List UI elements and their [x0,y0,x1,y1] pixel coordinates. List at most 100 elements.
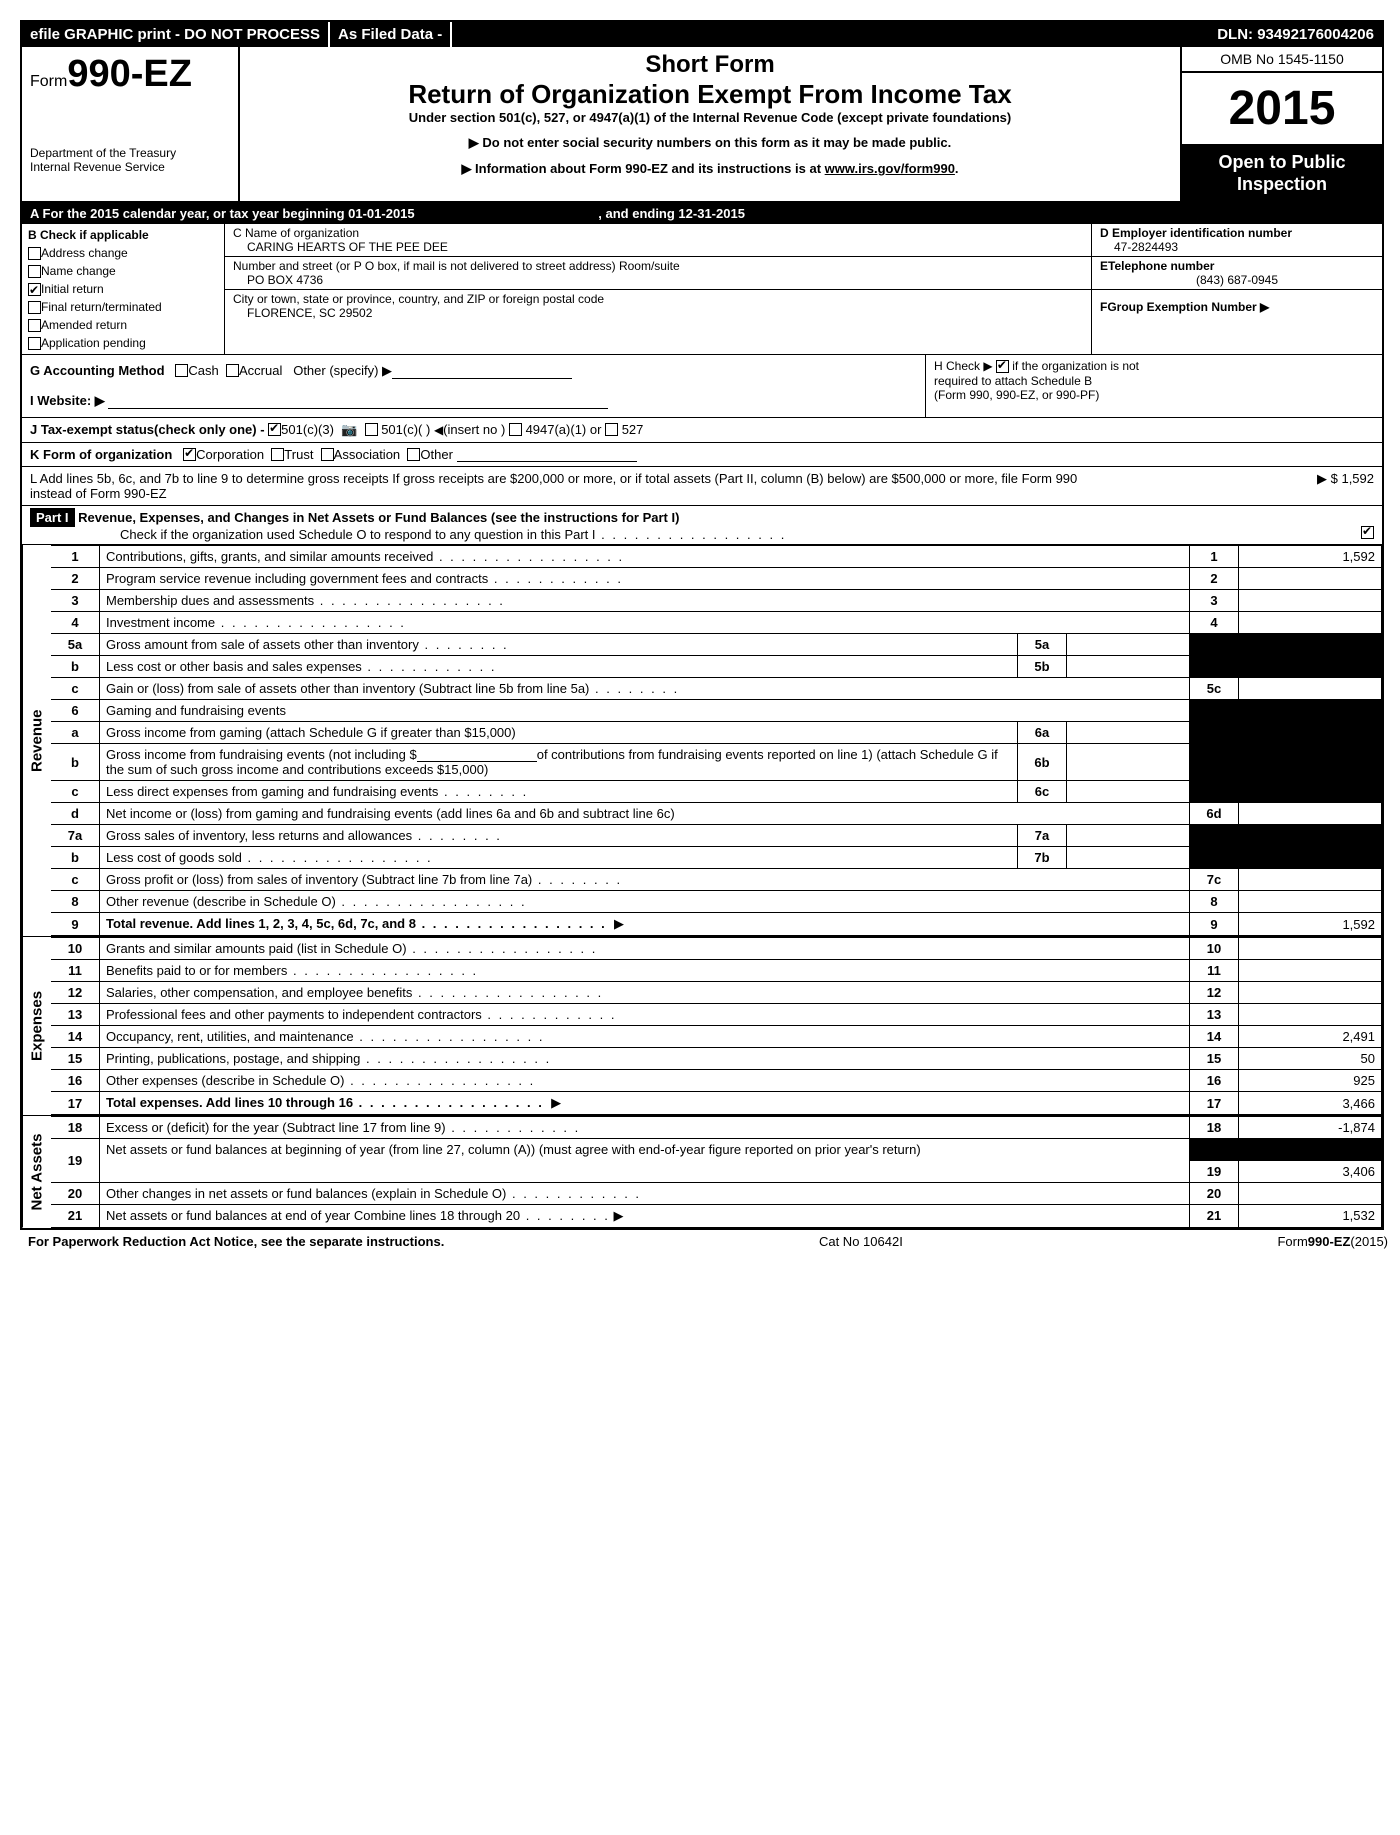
lbl-insert: (insert no ) [443,422,505,437]
city-label: City or town, state or province, country… [233,292,1083,306]
website-input[interactable] [108,396,608,409]
chk-501c3[interactable] [268,423,281,436]
line-6-desc: Gaming and fundraising events [100,700,1190,722]
row-gh: G Accounting Method Cash Accrual Other (… [22,355,1382,418]
row-j: J Tax-exempt status(check only one) - 50… [22,418,1382,443]
row-k: K Form of organization Corporation Trust… [22,443,1382,467]
line-7b: b Less cost of goods sold 7b [51,847,1382,869]
row-a-end: , and ending 12-31-2015 [598,206,745,221]
chk-501c[interactable] [365,423,378,436]
footer-left: For Paperwork Reduction Act Notice, see … [28,1234,444,1249]
line-19b: 19 3,406 [51,1160,1382,1182]
h-text2: required to attach Schedule B [934,374,1092,388]
line-18: 18Excess or (deficit) for the year (Subt… [51,1117,1382,1139]
line-7b-desc: Less cost of goods sold [100,847,1018,869]
line-20: 20Other changes in net assets or fund ba… [51,1182,1382,1204]
line-9-desc: Total revenue. Add lines 1, 2, 3, 4, 5c,… [100,913,1190,936]
lbl-trust: Trust [284,447,313,462]
line-15: 15Printing, publications, postage, and s… [51,1048,1382,1070]
row-a-begin: A For the 2015 calendar year, or tax yea… [30,206,415,221]
top-bar: efile GRAPHIC print - DO NOT PROCESS As … [22,22,1382,47]
chk-name[interactable] [28,265,41,278]
line-4-desc: Investment income [100,612,1190,634]
lbl-501c: 501(c)( ) [381,422,430,437]
row-l: L Add lines 5b, 6c, and 7b to line 9 to … [22,467,1382,506]
lbl-accrual: Accrual [239,363,282,378]
h-text1: if the organization is not [1012,359,1139,373]
chk-initial[interactable] [28,283,41,296]
chk-trust[interactable] [271,448,284,461]
lbl-other-org: Other [420,447,453,462]
chk-corp[interactable] [183,448,196,461]
chk-final[interactable] [28,301,41,314]
website-label: I Website: ▶ [30,393,105,408]
line-4: 4 Investment income 4 [51,612,1382,634]
line-5a: 5a Gross amount from sale of assets othe… [51,634,1382,656]
chk-cash[interactable] [175,364,188,377]
line-14: 14Occupancy, rent, utilities, and mainte… [51,1026,1382,1048]
line-1-amt: 1,592 [1239,546,1382,568]
expenses-table: 10Grants and similar amounts paid (list … [51,937,1382,1115]
form-prefix: Form [30,73,67,90]
chk-527[interactable] [605,423,618,436]
chk-address[interactable] [28,247,41,260]
irs-link[interactable]: www.irs.gov/form990 [825,161,955,176]
line-14-amt: 2,491 [1239,1026,1382,1048]
chk-pending[interactable] [28,337,41,350]
line-5b: b Less cost or other basis and sales exp… [51,656,1382,678]
line-2: 2 Program service revenue including gove… [51,568,1382,590]
street-value: PO BOX 4736 [233,273,1083,287]
footer: For Paperwork Reduction Act Notice, see … [20,1230,1396,1253]
org-name-label: C Name of organization [233,226,1083,240]
line-6b-desc: Gross income from fundraising events (no… [100,744,1018,781]
other-org-input[interactable] [457,449,637,462]
phone-value: (843) 687-0945 [1100,273,1374,287]
line-12: 12Salaries, other compensation, and empl… [51,982,1382,1004]
section-bcdef: B Check if applicable Address change Nam… [22,224,1382,355]
line-6b: b Gross income from fundraising events (… [51,744,1382,781]
row-l-text: L Add lines 5b, 6c, and 7b to line 9 to … [30,471,1090,501]
line-3-desc: Membership dues and assessments [100,590,1190,612]
netassets-section: Net Assets 18Excess or (deficit) for the… [22,1116,1382,1228]
line-17: 17Total expenses. Add lines 10 through 1… [51,1092,1382,1115]
chk-accrual[interactable] [226,364,239,377]
netassets-side-label: Net Assets [22,1116,51,1228]
chk-assoc[interactable] [321,448,334,461]
line-8-desc: Other revenue (describe in Schedule O) [100,891,1190,913]
ssn-notice: ▶ Do not enter social security numbers o… [252,135,1168,151]
chk-schedB[interactable] [996,360,1009,373]
org-name-value: CARING HEARTS OF THE PEE DEE [233,240,1083,254]
chk-other-org[interactable] [407,448,420,461]
line-5b-desc: Less cost or other basis and sales expen… [100,656,1018,678]
chk-4947[interactable] [509,423,522,436]
inspect-line2: Inspection [1237,174,1327,194]
line-16-amt: 925 [1239,1070,1382,1092]
line-1: 1 Contributions, gifts, grants, and simi… [51,546,1382,568]
info-notice-text: ▶ Information about Form 990-EZ and its … [461,161,824,176]
line-3: 3 Membership dues and assessments 3 [51,590,1382,612]
chk-amended[interactable] [28,319,41,332]
inspection-notice: Open to Public Inspection [1182,146,1382,201]
line-19: 19 Net assets or fund balances at beginn… [51,1139,1382,1161]
form-title: Return of Organization Exempt From Incom… [252,79,1168,110]
row-a: A For the 2015 calendar year, or tax yea… [22,203,1382,224]
lbl-corp: Corporation [196,447,264,462]
line-5c: c Gain or (loss) from sale of assets oth… [51,678,1382,700]
short-form-label: Short Form [252,51,1168,79]
other-method-input[interactable] [392,366,572,379]
form-number: 990-EZ [67,53,192,95]
h-text3: (Form 990, 990-EZ, or 990-PF) [934,388,1099,402]
line-6a: a Gross income from gaming (attach Sched… [51,722,1382,744]
6b-amount-input[interactable] [417,749,537,762]
ein-value: 47-2824493 [1100,240,1374,254]
line-7a: 7a Gross sales of inventory, less return… [51,825,1382,847]
header: Form990-EZ Department of the Treasury In… [22,47,1382,203]
line-10: 10Grants and similar amounts paid (list … [51,938,1382,960]
expenses-side-label: Expenses [22,937,51,1115]
line-21-amt: 1,532 [1239,1204,1382,1227]
lbl-cash: Cash [188,363,218,378]
line-6: 6 Gaming and fundraising events [51,700,1382,722]
lbl-527: 527 [622,422,644,437]
chk-schedO[interactable] [1361,526,1374,539]
ein-label: D Employer identification number [1100,226,1374,240]
